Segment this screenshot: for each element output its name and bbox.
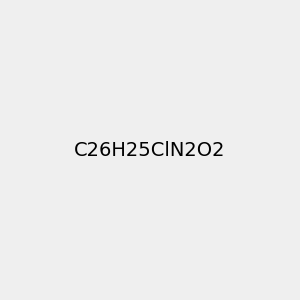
Text: C26H25ClN2O2: C26H25ClN2O2 [74, 140, 226, 160]
